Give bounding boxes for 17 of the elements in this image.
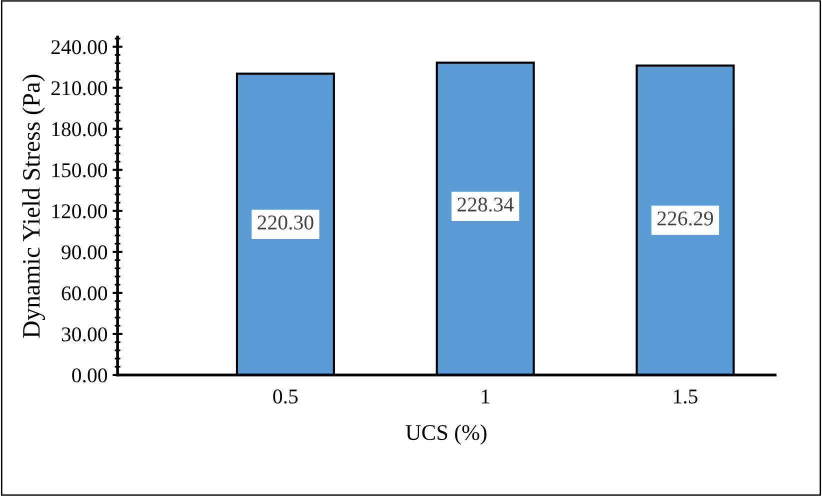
y-tick-label: 210.00 [51, 81, 108, 96]
x-tick-label: 0.5 [273, 389, 298, 404]
y-tick-label: 180.00 [52, 122, 108, 136]
x-axis-title: UCS (%) [406, 424, 486, 445]
y-tick-label: 120.00 [52, 204, 108, 218]
y-tick-label: 60.00 [62, 286, 108, 300]
data-label: 228.34 [458, 198, 514, 212]
x-tick-label: 1.5 [674, 390, 698, 404]
x-tick-label: 1 [482, 390, 490, 404]
y-tick-label: 240.00 [51, 40, 108, 54]
data-label: 226.29 [657, 211, 713, 226]
y-tick-label: 30.00 [62, 327, 108, 342]
y-axis-title: Dynamic Yield Stress (Pa) [22, 74, 45, 338]
y-tick-label: 150.00 [52, 163, 108, 178]
y-tick-label: 0.00 [72, 368, 108, 382]
y-tick-label: 90.00 [62, 245, 108, 260]
data-label: 220.30 [258, 216, 314, 230]
